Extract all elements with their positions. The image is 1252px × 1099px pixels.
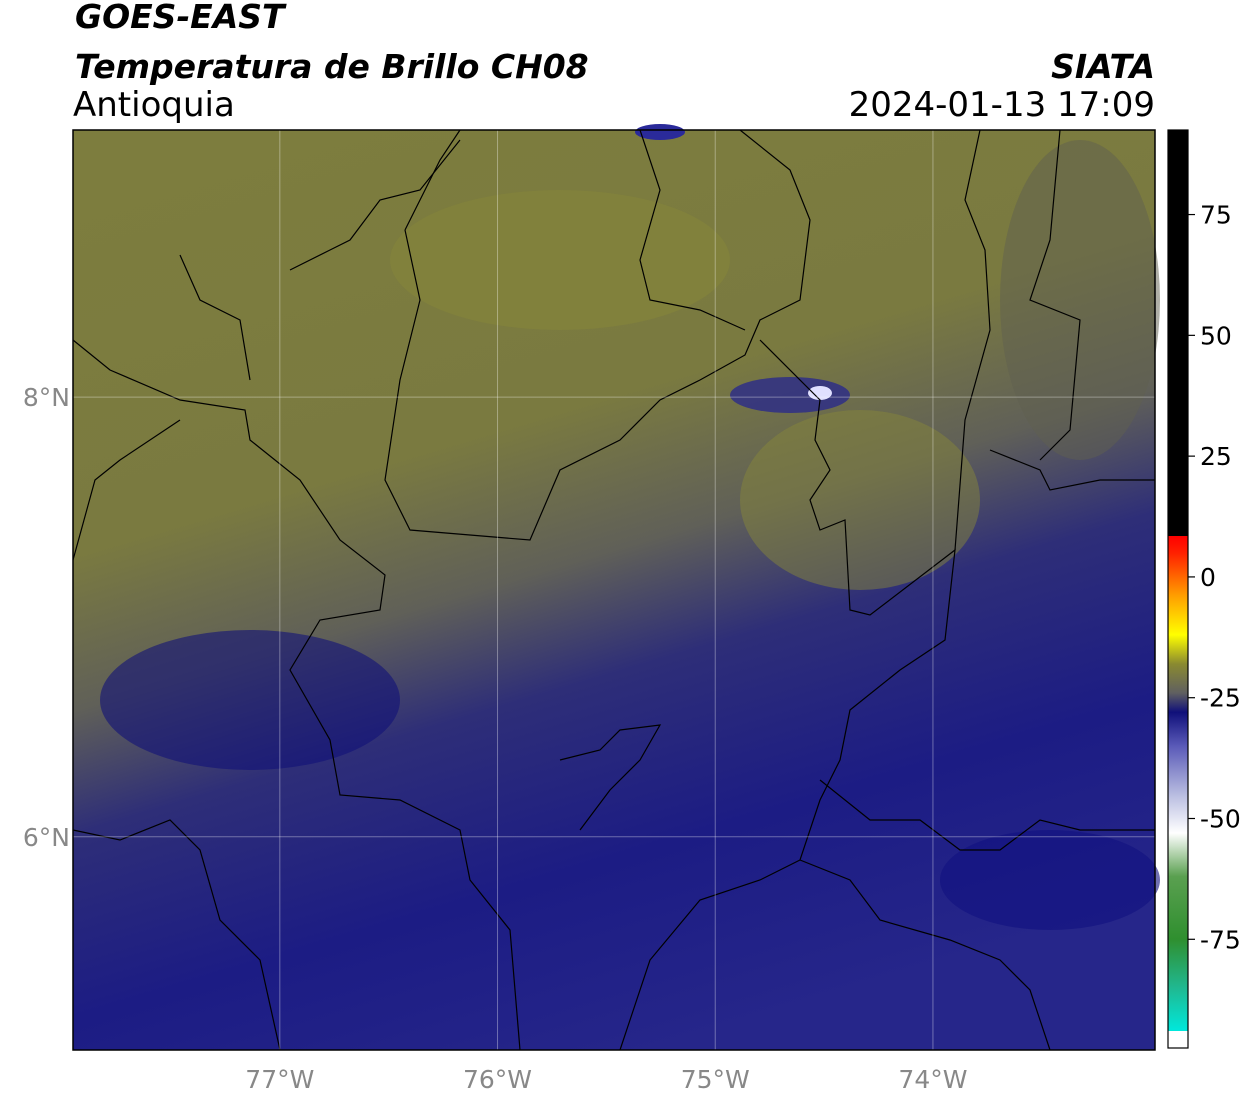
colorbar-tick-label: 25 bbox=[1200, 442, 1232, 471]
border bbox=[989, 449, 1155, 491]
map-frame bbox=[72, 129, 1156, 1051]
colorbar-tick-label: -75 bbox=[1200, 925, 1241, 954]
subtitle: Temperatura de Brillo CH08 bbox=[75, 47, 589, 86]
border bbox=[289, 139, 461, 271]
colorbar: 75 50 25 0 -25 -50 -75 bbox=[1167, 129, 1241, 1049]
datetime: 2024-01-13 17:09 bbox=[849, 85, 1155, 125]
border bbox=[72, 819, 281, 1051]
border bbox=[619, 339, 956, 1051]
cloud-region bbox=[1000, 140, 1160, 460]
lon-tick-label: 76°W bbox=[463, 1065, 532, 1094]
cloud-region bbox=[808, 386, 832, 400]
colorbar-frame bbox=[1167, 129, 1189, 1049]
graticule bbox=[73, 130, 1155, 1050]
cloud-region bbox=[390, 190, 730, 330]
border bbox=[799, 859, 1051, 1051]
border bbox=[179, 254, 251, 381]
cloud-region bbox=[730, 377, 850, 413]
lat-tick-label: 8°N bbox=[23, 383, 70, 412]
lon-tick-label: 75°W bbox=[681, 1065, 750, 1094]
lon-tick-label: 77°W bbox=[245, 1065, 314, 1094]
cloud-region bbox=[940, 830, 1160, 930]
border bbox=[819, 779, 1155, 851]
border bbox=[639, 129, 746, 331]
colorbar-tick-label: 50 bbox=[1200, 321, 1232, 350]
borders bbox=[72, 129, 1155, 1051]
colorbar-tick-label: 75 bbox=[1200, 201, 1232, 230]
colorbar-fill bbox=[1168, 130, 1188, 1048]
cloud-region bbox=[740, 410, 980, 590]
lon-tick-label: 74°W bbox=[898, 1065, 967, 1094]
cloud-region bbox=[100, 630, 400, 770]
colorbar-tick-label: 0 bbox=[1200, 563, 1216, 592]
source: SIATA bbox=[1051, 47, 1155, 86]
colorbar-tick-label: -50 bbox=[1200, 805, 1241, 834]
colorbar-tick-label: -25 bbox=[1200, 684, 1241, 713]
border bbox=[404, 129, 461, 231]
border bbox=[954, 129, 991, 551]
border bbox=[1029, 129, 1081, 461]
region: Antioquia bbox=[73, 85, 235, 125]
lat-tick-label: 6°N bbox=[23, 823, 70, 852]
cloud-region bbox=[635, 124, 685, 140]
border bbox=[72, 419, 181, 561]
border bbox=[559, 724, 662, 831]
border bbox=[72, 339, 521, 1051]
title: GOES-EAST bbox=[75, 0, 287, 36]
map bbox=[72, 124, 1160, 1051]
border bbox=[384, 129, 811, 541]
